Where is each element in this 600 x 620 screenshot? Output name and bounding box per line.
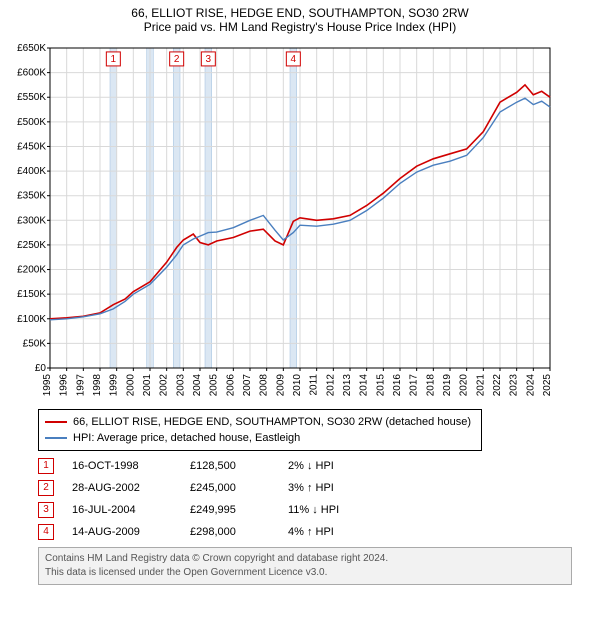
svg-text:2025: 2025 [542, 374, 553, 397]
transaction-marker: 2 [38, 480, 54, 496]
chart-area: £0 £50K £100K £150K £200K £250K £300K £350K £400… [0, 38, 600, 403]
transaction-date: 16-JUL-2004 [72, 499, 172, 521]
transaction-price: £128,500 [190, 455, 270, 477]
svg-text:2005: 2005 [209, 374, 220, 397]
svg-text:£350K: £350K [17, 191, 46, 202]
title-line-2: Price paid vs. HM Land Registry's House … [0, 20, 600, 34]
svg-text:2: 2 [174, 54, 180, 65]
legend-label: 66, ELLIOT RISE, HEDGE END, SOUTHAMPTON,… [73, 414, 471, 430]
svg-text:£300K: £300K [17, 215, 46, 226]
svg-text:£600K: £600K [17, 68, 46, 79]
transaction-delta: 3% ↑ HPI [288, 477, 388, 499]
legend-item: HPI: Average price, detached house, East… [45, 430, 475, 446]
svg-text:2007: 2007 [242, 374, 253, 397]
svg-text:2003: 2003 [175, 374, 186, 397]
svg-text:1998: 1998 [92, 374, 103, 397]
svg-text:£450K: £450K [17, 141, 46, 152]
svg-text:1: 1 [111, 54, 117, 65]
svg-text:2016: 2016 [392, 374, 403, 397]
svg-text:1999: 1999 [109, 374, 120, 397]
svg-text:1996: 1996 [59, 374, 70, 397]
svg-text:2013: 2013 [342, 374, 353, 397]
svg-text:2011: 2011 [309, 374, 320, 396]
svg-text:£650K: £650K [17, 43, 46, 54]
chart-container: { "titles": { "line1": "66, ELLIOT RISE,… [0, 0, 600, 585]
transaction-marker: 1 [38, 458, 54, 474]
svg-text:2006: 2006 [225, 374, 236, 397]
svg-text:2008: 2008 [259, 374, 270, 397]
svg-text:£500K: £500K [17, 117, 46, 128]
svg-text:2009: 2009 [275, 374, 286, 397]
transaction-date: 14-AUG-2009 [72, 521, 172, 543]
svg-text:4: 4 [291, 54, 297, 65]
svg-text:2015: 2015 [375, 374, 386, 397]
legend: 66, ELLIOT RISE, HEDGE END, SOUTHAMPTON,… [38, 409, 482, 451]
footer-line-2: This data is licensed under the Open Gov… [45, 566, 565, 580]
title-line-1: 66, ELLIOT RISE, HEDGE END, SOUTHAMPTON,… [0, 6, 600, 20]
footer-attribution: Contains HM Land Registry data © Crown c… [38, 547, 572, 585]
svg-text:2022: 2022 [492, 374, 503, 397]
transactions-table: 1 16-OCT-1998 £128,500 2% ↓ HPI 2 28-AUG-2002… [38, 455, 590, 543]
transaction-price: £298,000 [190, 521, 270, 543]
transaction-delta: 4% ↑ HPI [288, 521, 388, 543]
transaction-date: 16-OCT-1998 [72, 455, 172, 477]
legend-swatch [45, 437, 67, 439]
svg-text:£150K: £150K [17, 289, 46, 300]
svg-text:2017: 2017 [409, 374, 420, 397]
svg-text:2004: 2004 [192, 374, 203, 397]
legend-label: HPI: Average price, detached house, East… [73, 430, 300, 446]
transaction-row: 4 14-AUG-2009 £298,000 4% ↑ HPI [38, 521, 590, 543]
svg-text:1995: 1995 [42, 374, 53, 397]
footer-line-1: Contains HM Land Registry data © Crown c… [45, 552, 565, 566]
svg-text:2001: 2001 [142, 374, 153, 397]
svg-text:£250K: £250K [17, 240, 46, 251]
svg-text:£400K: £400K [17, 166, 46, 177]
transaction-price: £249,995 [190, 499, 270, 521]
transaction-marker: 4 [38, 524, 54, 540]
svg-text:£200K: £200K [17, 265, 46, 276]
svg-text:2014: 2014 [359, 374, 370, 397]
titles: 66, ELLIOT RISE, HEDGE END, SOUTHAMPTON,… [0, 0, 600, 38]
svg-text:2000: 2000 [125, 374, 136, 397]
svg-text:2012: 2012 [325, 374, 336, 397]
svg-text:£50K: £50K [23, 338, 47, 349]
transaction-delta: 11% ↓ HPI [288, 499, 388, 521]
svg-text:1997: 1997 [75, 374, 86, 397]
svg-text:3: 3 [206, 54, 212, 65]
transaction-delta: 2% ↓ HPI [288, 455, 388, 477]
svg-text:2010: 2010 [292, 374, 303, 397]
svg-text:£0: £0 [35, 363, 47, 374]
svg-text:2002: 2002 [159, 374, 170, 397]
legend-item: 66, ELLIOT RISE, HEDGE END, SOUTHAMPTON,… [45, 414, 475, 430]
svg-text:£550K: £550K [17, 92, 46, 103]
transaction-row: 1 16-OCT-1998 £128,500 2% ↓ HPI [38, 455, 590, 477]
transaction-marker: 3 [38, 502, 54, 518]
svg-text:2018: 2018 [425, 374, 436, 397]
transaction-date: 28-AUG-2002 [72, 477, 172, 499]
svg-text:2021: 2021 [475, 374, 486, 397]
transaction-row: 3 16-JUL-2004 £249,995 11% ↓ HPI [38, 499, 590, 521]
svg-text:2020: 2020 [459, 374, 470, 397]
line-chart-svg: £0 £50K £100K £150K £200K £250K £300K £350K £400… [0, 38, 560, 398]
svg-text:2019: 2019 [442, 374, 453, 397]
svg-text:2024: 2024 [525, 374, 536, 397]
legend-swatch [45, 421, 67, 423]
transaction-price: £245,000 [190, 477, 270, 499]
svg-text:2023: 2023 [509, 374, 520, 397]
svg-text:£100K: £100K [17, 314, 46, 325]
transaction-row: 2 28-AUG-2002 £245,000 3% ↑ HPI [38, 477, 590, 499]
